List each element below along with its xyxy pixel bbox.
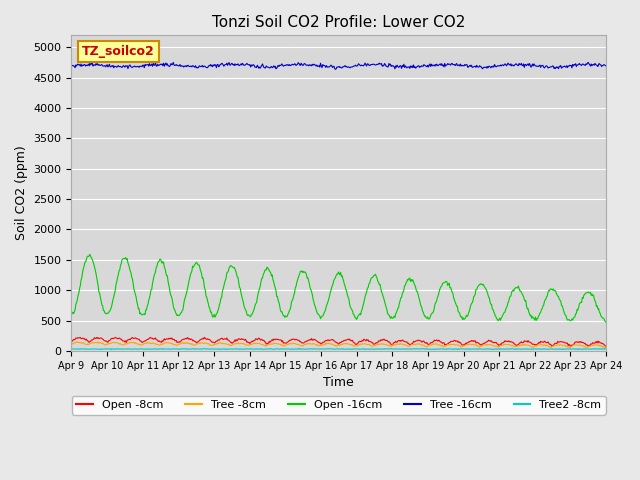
X-axis label: Time: Time [323, 376, 354, 389]
Legend: Open -8cm, Tree -8cm, Open -16cm, Tree -16cm, Tree2 -8cm: Open -8cm, Tree -8cm, Open -16cm, Tree -… [72, 396, 605, 415]
Y-axis label: Soil CO2 (ppm): Soil CO2 (ppm) [15, 146, 28, 240]
Text: TZ_soilco2: TZ_soilco2 [82, 45, 155, 58]
Title: Tonzi Soil CO2 Profile: Lower CO2: Tonzi Soil CO2 Profile: Lower CO2 [212, 15, 465, 30]
